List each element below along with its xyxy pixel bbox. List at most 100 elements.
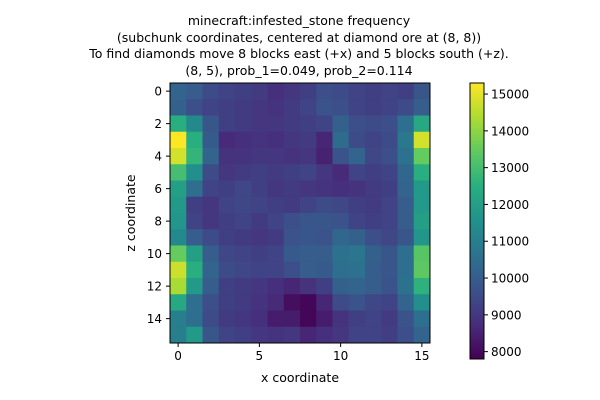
heatmap-cell	[202, 131, 220, 149]
heatmap-cell	[267, 83, 285, 100]
heatmap-cell	[186, 294, 203, 311]
heatmap-cell	[413, 131, 431, 149]
heatmap-cell	[413, 213, 431, 230]
x-tick-label: 5	[256, 349, 264, 363]
heatmap-cell	[283, 131, 301, 149]
heatmap-cell	[267, 115, 285, 133]
heatmap-cell	[381, 245, 398, 263]
heatmap-cell	[413, 245, 431, 263]
heatmap-cell	[332, 213, 350, 230]
heatmap-cell	[348, 261, 366, 279]
heatmap-cell	[186, 278, 203, 295]
heatmap-cell	[186, 131, 203, 149]
heatmap-cell	[283, 245, 301, 263]
heatmap-cell	[218, 245, 236, 263]
heatmap-cell	[365, 131, 382, 149]
colorbar-tick-label: 15000	[491, 88, 529, 102]
heatmap-cell	[365, 196, 382, 214]
heatmap-cell	[365, 326, 382, 344]
y-tick-label: 6	[154, 182, 162, 196]
heatmap-cell	[186, 115, 203, 133]
heatmap-cell	[316, 83, 333, 100]
colorbar-frame	[469, 82, 485, 360]
title-line-4: (8, 5), prob_1=0.049, prob_2=0.114	[185, 63, 412, 78]
heatmap-cell	[300, 294, 317, 311]
heatmap-cell	[316, 148, 333, 165]
heatmap-cell	[202, 115, 220, 133]
heatmap-cell	[218, 229, 236, 246]
heatmap-cell	[283, 229, 301, 246]
y-tick-label: 0	[154, 85, 162, 99]
heatmap-cell	[300, 148, 317, 165]
heatmap-cell	[397, 196, 415, 214]
heatmap-cell	[332, 326, 350, 344]
heatmap-cell	[235, 261, 252, 279]
heatmap-cell	[186, 83, 203, 100]
heatmap-cell	[251, 180, 268, 198]
heatmap-cell	[218, 294, 236, 311]
heatmap-cell	[202, 278, 220, 295]
heatmap-cell	[348, 83, 366, 100]
heatmap-cell	[413, 278, 431, 295]
heatmap-cell	[381, 83, 398, 100]
heatmap-cell	[300, 196, 317, 214]
heatmap-cell	[170, 278, 187, 295]
y-tick-label: 8	[154, 215, 162, 229]
heatmap-cell	[413, 326, 431, 344]
x-tick-label: 0	[174, 349, 182, 363]
heatmap-cell	[300, 131, 317, 149]
heatmap-cell	[413, 310, 431, 328]
colorbar-gradient	[470, 83, 484, 359]
heatmap-cell	[186, 196, 203, 214]
heatmap-cell	[381, 196, 398, 214]
heatmap-cell	[283, 294, 301, 311]
heatmap-cell	[186, 261, 203, 279]
heatmap-cell	[170, 261, 187, 279]
y-axis: 0 2 4 6 8 10 12 14	[147, 85, 170, 326]
heatmap-cell	[186, 180, 203, 198]
heatmap-cell	[300, 229, 317, 246]
heatmap-cell	[316, 196, 333, 214]
heatmap-cell	[413, 148, 431, 165]
heatmap-cell	[348, 164, 366, 181]
heatmap-cell	[267, 245, 285, 263]
heatmap-cell	[365, 213, 382, 230]
plot-frame	[169, 82, 431, 344]
heatmap-cell	[235, 99, 252, 116]
heatmap-cell	[218, 115, 236, 133]
heatmap-cell	[348, 180, 366, 198]
heatmap-cell	[283, 310, 301, 328]
heatmap-cell	[365, 115, 382, 133]
heatmap-cell	[332, 229, 350, 246]
heatmap-cell	[300, 213, 317, 230]
heatmap-cell	[397, 148, 415, 165]
colorbar: 8000 9000 10000 11000 12000 13000 14000 15000	[469, 82, 529, 360]
heatmap-cell	[413, 229, 431, 246]
heatmap-cell	[251, 83, 268, 100]
heatmap-cell	[300, 83, 317, 100]
heatmap-cell	[348, 99, 366, 116]
heatmap-cell	[251, 131, 268, 149]
heatmap-cell	[413, 164, 431, 181]
heatmap-cell	[283, 261, 301, 279]
heatmap-cell	[218, 196, 236, 214]
heatmap-cell	[332, 115, 350, 133]
heatmap-cell	[202, 148, 220, 165]
heatmap-cell	[397, 164, 415, 181]
heatmap-cell	[348, 229, 366, 246]
heatmap-cell	[300, 261, 317, 279]
heatmap-cell	[365, 278, 382, 295]
heatmap-cell	[365, 310, 382, 328]
heatmap-cell	[381, 310, 398, 328]
heatmap-cell	[218, 180, 236, 198]
heatmap-cell	[348, 326, 366, 344]
x-axis-label: x coordinate	[261, 370, 339, 385]
heatmap-cell	[332, 278, 350, 295]
heatmap-cell	[170, 213, 187, 230]
heatmap-cell	[397, 245, 415, 263]
heatmap-cell	[413, 99, 431, 116]
heatmap-cell	[397, 213, 415, 230]
heatmap-cell	[251, 196, 268, 214]
y-axis-label: z coordinate	[123, 174, 138, 252]
heatmap-cell	[235, 196, 252, 214]
